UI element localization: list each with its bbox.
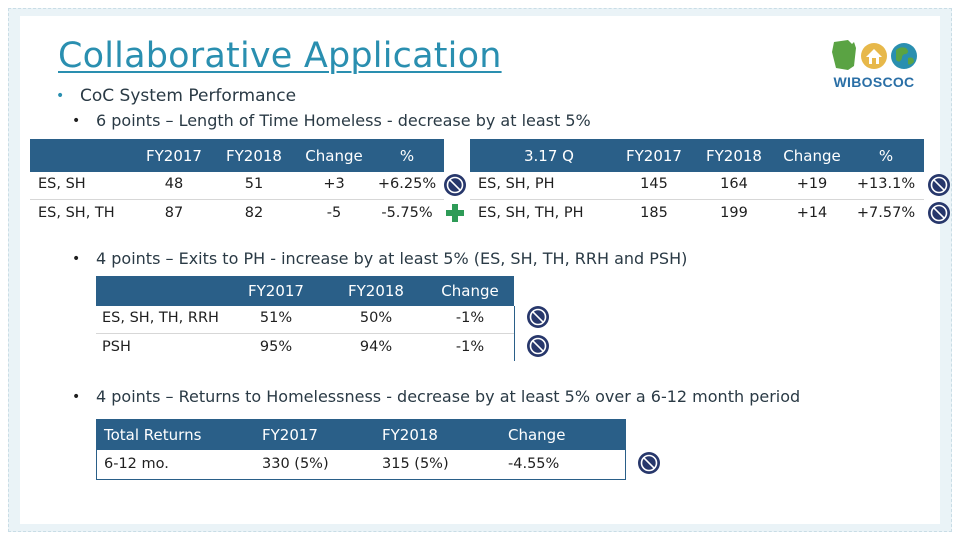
left-row1-fy2017: 48	[164, 176, 184, 192]
right-col-pct: %	[878, 147, 894, 165]
prohibited-icon	[527, 335, 549, 357]
left-table-header	[30, 139, 444, 172]
exits-row2-change: -1%	[455, 339, 485, 355]
bullet-coc-system-performance: CoC System Performance	[80, 86, 297, 106]
left-row1-fy2018: 51	[244, 176, 264, 192]
bullet-dot: •	[72, 251, 81, 267]
exits-row1-change: -1%	[455, 310, 485, 326]
exits-row1-label: ES, SH, TH, RRH	[102, 310, 219, 326]
returns-col-fy2017: FY2017	[262, 426, 318, 444]
returns-col-total: Total Returns	[104, 426, 202, 444]
row-divider	[96, 333, 514, 334]
exits-col-fy2018: FY2018	[348, 282, 404, 300]
left-col-fy2018: FY2018	[226, 147, 282, 165]
right-row2-fy2018: 199	[720, 205, 748, 221]
right-col-change: Change	[783, 147, 841, 165]
bullet-dot: •	[72, 389, 81, 405]
prohibited-icon	[928, 174, 950, 196]
exits-table-header	[96, 276, 514, 306]
right-row2-label: ES, SH, TH, PH	[478, 205, 584, 221]
left-row1-pct: +6.25%	[377, 176, 437, 192]
logo-icon	[832, 40, 917, 70]
right-col-fy2018: FY2018	[706, 147, 762, 165]
left-row2-pct: -5.75%	[381, 205, 433, 221]
exits-row1-fy2018: 50%	[359, 310, 393, 326]
bullet-dot: •	[56, 88, 65, 104]
right-row2-change: +14	[796, 205, 828, 221]
right-row1-pct: +13.1%	[856, 176, 916, 192]
returns-table-header	[96, 419, 626, 450]
section3-heading: 4 points – Returns to Homelessness - dec…	[96, 387, 801, 406]
right-table-header	[470, 139, 924, 172]
exits-row2-label: PSH	[102, 339, 131, 355]
left-row2-fy2017: 87	[164, 205, 184, 221]
row-divider	[470, 199, 924, 200]
exits-col-fy2017: FY2017	[248, 282, 304, 300]
section2-heading: 4 points – Exits to PH - increase by at …	[96, 249, 688, 268]
returns-col-fy2018: FY2018	[382, 426, 438, 444]
returns-row1-fy2018: 315 (5%)	[382, 456, 449, 472]
right-row2-fy2017: 185	[640, 205, 668, 221]
left-row1-change: +3	[323, 176, 345, 192]
wiboscoc-logo: WIBOSCOC	[828, 38, 920, 94]
right-row2-pct: +7.57%	[856, 205, 916, 221]
plus-icon	[446, 204, 464, 222]
prohibited-icon	[638, 452, 660, 474]
bullet-dot: •	[72, 113, 81, 129]
left-row2-fy2018: 82	[244, 205, 264, 221]
right-row1-change: +19	[796, 176, 828, 192]
left-col-fy2017: FY2017	[146, 147, 202, 165]
right-row1-fy2018: 164	[720, 176, 748, 192]
right-col-317q: 3.17 Q	[524, 147, 574, 165]
prohibited-icon	[527, 306, 549, 328]
table-border	[514, 306, 515, 361]
exits-col-change: Change	[441, 282, 499, 300]
right-row1-fy2017: 145	[640, 176, 668, 192]
left-col-pct: %	[399, 147, 415, 165]
left-row2-label: ES, SH, TH	[38, 205, 115, 221]
exits-row2-fy2017: 95%	[259, 339, 293, 355]
left-col-change: Change	[305, 147, 363, 165]
logo-text: WIBOSCOC	[833, 74, 915, 90]
left-row2-change: -5	[326, 205, 342, 221]
left-row1-label: ES, SH	[38, 176, 86, 192]
exits-row1-fy2017: 51%	[259, 310, 293, 326]
page-title: Collaborative Application	[58, 36, 502, 76]
exits-row2-fy2018: 94%	[359, 339, 393, 355]
prohibited-icon	[928, 202, 950, 224]
section1-heading: 6 points – Length of Time Homeless - dec…	[96, 111, 591, 130]
right-row1-label: ES, SH, PH	[478, 176, 555, 192]
returns-row1-label: 6-12 mo.	[104, 456, 169, 472]
returns-row1-change: -4.55%	[508, 456, 560, 472]
row-divider	[30, 199, 444, 200]
right-col-fy2017: FY2017	[626, 147, 682, 165]
returns-row1-fy2017: 330 (5%)	[262, 456, 329, 472]
prohibited-icon	[444, 174, 466, 196]
returns-col-change: Change	[508, 426, 566, 444]
